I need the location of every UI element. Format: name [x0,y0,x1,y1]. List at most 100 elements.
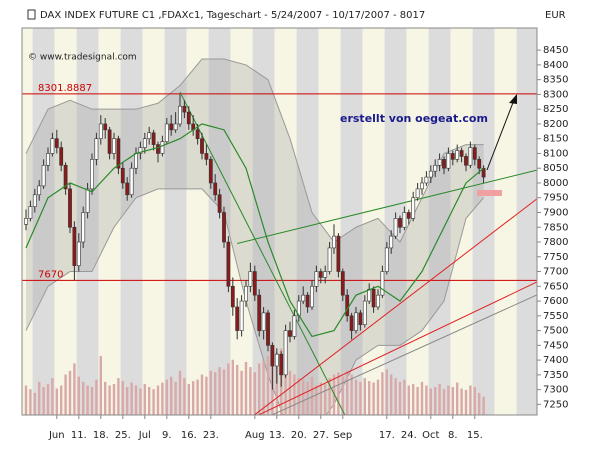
volume-bar [200,374,204,415]
candle-body [230,285,235,308]
y-tick-label: 7450 [543,340,568,351]
candle-body [76,241,81,266]
week-stripe [428,28,451,415]
volume-bar [376,379,380,415]
week-stripe [142,28,165,415]
x-tick-label: 13. [269,430,285,441]
volume-bar [178,370,182,415]
volume-bar [438,384,441,415]
volume-bar [148,387,151,415]
volume-bar [42,387,45,415]
y-tick-label: 7750 [543,252,568,263]
candle-body [301,294,306,302]
x-tick-label: Aug [245,430,265,441]
volume-bar [209,370,212,415]
candle-body [46,153,50,166]
volume-bar [86,385,89,415]
candle-body [437,159,442,166]
candle-body [314,271,319,287]
band-upper [25,58,484,243]
candle-body [160,141,165,154]
candle-body [279,353,284,376]
volume-bar [222,369,226,415]
candle-body [50,138,55,154]
y-tick-label: 7950 [543,193,568,204]
y-tick-label: 7250 [543,399,568,410]
y-tick-label: 7700 [543,267,568,278]
x-tick-label: 20. [291,430,307,441]
y-tick-label: 7500 [543,326,568,337]
candle-body [345,294,350,317]
candle-body [428,170,433,178]
volume-bar [227,363,230,415]
y-tick-label: 7650 [543,281,568,292]
candle-body [142,138,147,148]
week-stripe [318,28,341,415]
x-tick-label: 24. [401,430,417,441]
y-tick-label: 8400 [543,60,568,71]
volume-bar [108,385,111,415]
arrow-shaft [486,99,515,171]
volume-bar [165,379,168,415]
candle-body [59,147,64,166]
candle-body [156,144,160,154]
candle-body [138,147,143,154]
y-tick-label: 7300 [543,385,568,396]
candle-body [384,247,389,272]
y-tick-label: 7900 [543,207,568,218]
candle-body [169,123,174,131]
candle-body [305,294,310,308]
candle-body [288,330,292,337]
volume-bar [139,388,142,415]
volume-bar [192,381,195,415]
volume-bar [398,381,402,415]
candle-body [283,330,288,376]
volume-bar [416,387,419,415]
y-tick-label: 7400 [543,355,568,366]
volume-bar [73,363,76,415]
candle-body [398,218,402,228]
volume-bar [288,370,292,415]
candle-body [112,138,116,154]
candle-body [41,164,46,187]
volume-bar [143,384,146,415]
candle-body [420,182,424,190]
volume-bar [134,385,138,415]
week-stripe [274,28,297,415]
volume-bar [90,387,94,415]
volume-bar [156,385,160,415]
candle-body [327,247,332,272]
volume-bar [451,387,454,415]
volume-bar [55,388,58,415]
candle-body [116,138,121,169]
volume-bar [469,385,472,415]
x-tick-label: Jul [138,430,151,441]
volume-bar [99,356,102,415]
volume-bar [284,357,287,415]
trendline [237,169,537,244]
candle-body [274,353,279,367]
volume-bar [420,381,424,415]
volume-bar [249,367,252,415]
y-tick-label: 8350 [543,75,568,86]
volume-bar [350,374,353,415]
candle-body [411,197,416,219]
volume-bar [231,359,234,415]
candle-body [380,271,385,296]
y-tick-label: 7350 [543,370,568,381]
source: © www.tradesignal.com [28,53,137,63]
y-tick-label: 7600 [543,296,568,307]
axes: 7250 7300 7350 7400 7450 7500 7550 7600 7650 7700… [48,45,568,441]
candle-body [173,123,178,131]
volume-bar [319,382,322,415]
annotation: erstellt von oegeat.com [340,112,488,125]
candle-body [147,132,152,139]
moving-average [25,123,484,338]
volume-bar [51,378,54,415]
x-tick-label: 18. [93,430,109,441]
volume-bar [429,388,432,415]
volume-bar [293,374,296,415]
volume-bar [46,384,50,415]
candle-body [226,241,231,287]
